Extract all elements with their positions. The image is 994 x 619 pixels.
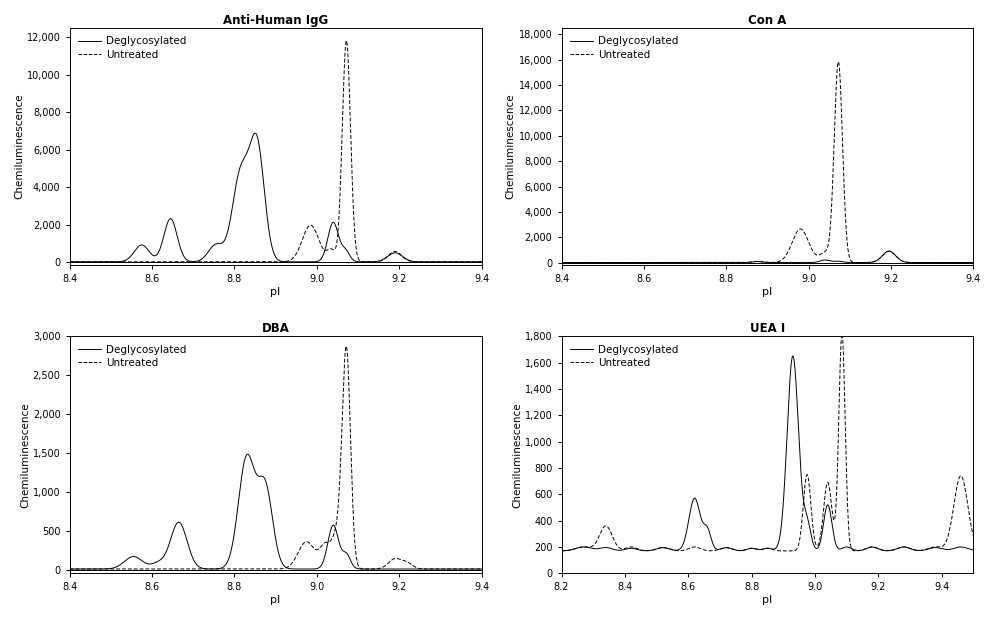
Y-axis label: Chemiluminescence: Chemiluminescence (505, 94, 515, 199)
Y-axis label: Chemiluminescence: Chemiluminescence (512, 402, 522, 508)
Title: Anti-Human IgG: Anti-Human IgG (223, 14, 328, 27)
Untreated (138, 565, 150, 573)
Untreated (402, 558, 414, 566)
Line: Deglycosylated: Deglycosylated (70, 133, 481, 262)
Legend: Deglycosylated, Untreated: Deglycosylated, Untreated (75, 33, 189, 63)
Deglycosylated (823, 257, 835, 264)
Deglycosylated (138, 559, 150, 566)
Line: Deglycosylated: Deglycosylated (561, 356, 972, 551)
Untreated (713, 259, 725, 266)
Deglycosylated (371, 258, 383, 265)
Line: Deglycosylated: Deglycosylated (561, 251, 972, 262)
Untreated (555, 547, 567, 555)
Deglycosylated (221, 559, 233, 566)
Deglycosylated (475, 565, 487, 573)
Deglycosylated (966, 547, 978, 554)
Untreated (894, 543, 906, 551)
Line: Untreated: Untreated (561, 334, 972, 551)
Untreated (823, 485, 835, 492)
Untreated (894, 256, 906, 264)
Deglycosylated (371, 565, 383, 573)
Deglycosylated (802, 519, 814, 526)
Legend: Deglycosylated, Untreated: Deglycosylated, Untreated (75, 341, 189, 371)
Deglycosylated (64, 565, 76, 573)
Untreated (221, 565, 233, 573)
Line: Untreated: Untreated (561, 62, 972, 262)
X-axis label: pI: pI (270, 287, 280, 297)
Untreated (340, 37, 352, 45)
Deglycosylated (894, 543, 906, 551)
Deglycosylated (475, 258, 487, 266)
Y-axis label: Chemiluminescence: Chemiluminescence (14, 94, 24, 199)
Deglycosylated (630, 545, 642, 553)
Deglycosylated (862, 543, 874, 551)
Deglycosylated (331, 532, 343, 540)
Untreated (630, 545, 642, 552)
Untreated (475, 565, 487, 573)
Title: UEA I: UEA I (749, 322, 784, 335)
Deglycosylated (402, 565, 414, 573)
Deglycosylated (138, 242, 150, 249)
Line: Untreated: Untreated (70, 346, 481, 569)
Deglycosylated (310, 565, 322, 573)
Deglycosylated (713, 259, 725, 266)
Legend: Deglycosylated, Untreated: Deglycosylated, Untreated (567, 33, 681, 63)
Deglycosylated (248, 129, 260, 137)
Deglycosylated (882, 248, 894, 255)
Deglycosylated (966, 259, 978, 266)
Line: Untreated: Untreated (70, 41, 481, 262)
Deglycosylated (823, 505, 835, 513)
Deglycosylated (786, 352, 798, 360)
Deglycosylated (242, 451, 253, 458)
Untreated (340, 342, 352, 350)
Deglycosylated (713, 545, 725, 553)
Deglycosylated (630, 259, 642, 266)
X-axis label: pI: pI (270, 595, 280, 605)
X-axis label: pI: pI (761, 287, 772, 297)
Line: Deglycosylated: Deglycosylated (70, 454, 481, 569)
Untreated (138, 258, 150, 266)
X-axis label: pI: pI (761, 595, 772, 605)
Untreated (475, 258, 487, 266)
Untreated (371, 258, 383, 266)
Untreated (331, 233, 343, 241)
Deglycosylated (402, 256, 414, 264)
Untreated (310, 230, 322, 238)
Untreated (555, 259, 567, 266)
Deglycosylated (331, 228, 343, 236)
Untreated (862, 543, 874, 551)
Deglycosylated (862, 259, 874, 266)
Untreated (802, 238, 814, 246)
Deglycosylated (555, 547, 567, 555)
Untreated (64, 565, 76, 573)
Legend: Deglycosylated, Untreated: Deglycosylated, Untreated (567, 341, 681, 371)
Untreated (802, 477, 814, 484)
Untreated (781, 547, 793, 555)
Untreated (371, 565, 383, 573)
Title: Con A: Con A (747, 14, 786, 27)
Deglycosylated (894, 256, 906, 264)
Title: DBA: DBA (261, 322, 289, 335)
Deglycosylated (310, 258, 322, 265)
Deglycosylated (802, 259, 814, 266)
Untreated (64, 258, 76, 266)
Y-axis label: Chemiluminescence: Chemiluminescence (20, 402, 30, 508)
Untreated (832, 58, 844, 66)
Deglycosylated (555, 259, 567, 266)
Untreated (630, 259, 642, 266)
Untreated (966, 259, 978, 266)
Deglycosylated (64, 258, 76, 266)
Untreated (221, 258, 233, 266)
Deglycosylated (221, 230, 233, 238)
Untreated (966, 533, 978, 540)
Untreated (310, 546, 322, 553)
Untreated (823, 233, 835, 240)
Untreated (713, 546, 725, 553)
Untreated (331, 510, 343, 517)
Deglycosylated (377, 565, 389, 573)
Untreated (862, 259, 874, 266)
Untreated (835, 330, 847, 337)
Untreated (402, 257, 414, 264)
